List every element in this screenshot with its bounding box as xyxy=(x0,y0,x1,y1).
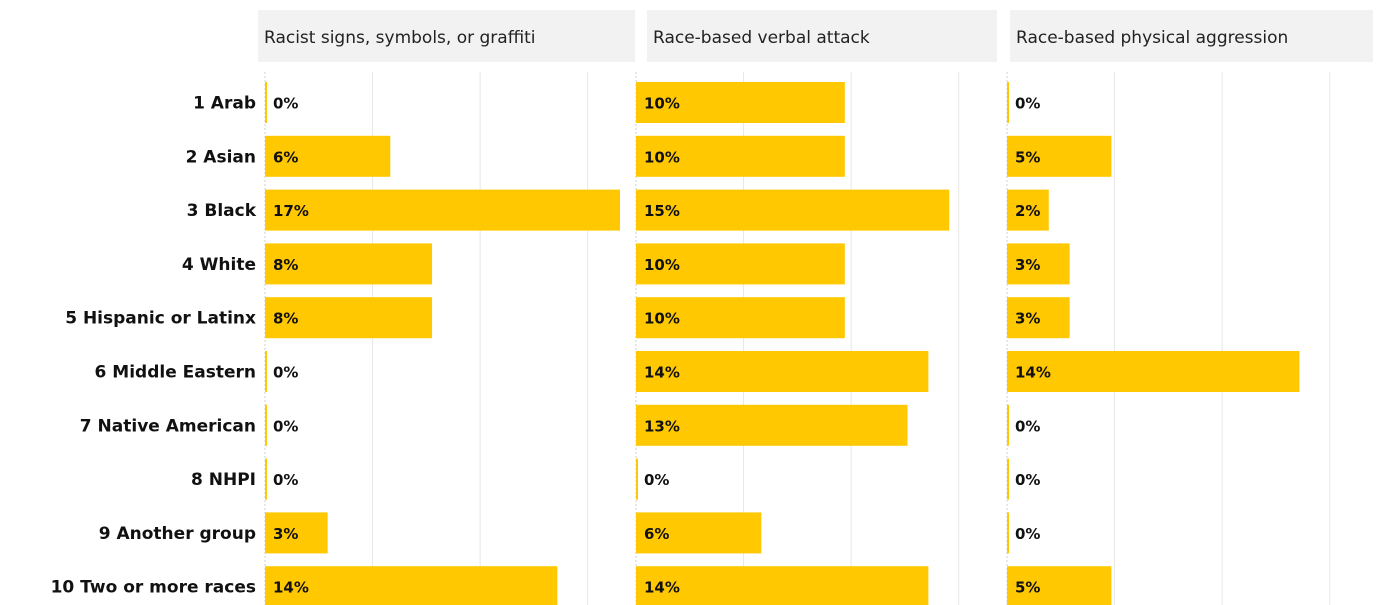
panel-title: Racist signs, symbols, or graffiti xyxy=(264,28,536,48)
bar xyxy=(636,404,908,446)
panel-title-box xyxy=(258,10,635,62)
bar xyxy=(265,243,433,285)
panel-title: Race-based verbal attack xyxy=(653,28,870,48)
data-label: 10% xyxy=(644,310,680,328)
bar xyxy=(1007,566,1112,605)
category-label: 4 White xyxy=(182,255,256,275)
panel-title-box xyxy=(647,10,997,62)
panel-1: Racist signs, symbols, or graffiti 0% 6% 17… xyxy=(258,10,635,605)
data-label: 10% xyxy=(644,95,680,113)
bar xyxy=(636,566,929,605)
panel-2: Race-based verbal attack 10% 10% 15% 10% 10% 1… xyxy=(635,10,997,605)
data-label: 13% xyxy=(644,417,680,435)
category-label: 8 NHPI xyxy=(191,470,256,490)
bar xyxy=(265,404,267,446)
category-label: 7 Native American xyxy=(80,416,256,436)
data-label: 0% xyxy=(1015,525,1040,543)
bar xyxy=(1007,243,1070,285)
panel-3: Race-based physical aggression 0% 5% 2% 3% 3%… xyxy=(1006,10,1373,605)
bar xyxy=(636,243,845,285)
data-label: 0% xyxy=(273,471,298,489)
data-label: 6% xyxy=(644,525,669,543)
data-label: 0% xyxy=(273,364,298,382)
data-label: 6% xyxy=(273,148,298,166)
category-label: 5 Hispanic or Latinx xyxy=(65,309,256,329)
panel-title: Race-based physical aggression xyxy=(1016,28,1288,48)
bar xyxy=(1007,82,1009,123)
bar xyxy=(265,297,433,339)
data-label: 0% xyxy=(1015,95,1040,113)
data-label: 5% xyxy=(1015,579,1040,597)
bar xyxy=(636,189,950,231)
bar xyxy=(265,566,558,605)
bar xyxy=(1007,512,1009,554)
bar xyxy=(636,82,845,123)
bar xyxy=(265,189,620,231)
data-label: 14% xyxy=(644,579,680,597)
bar xyxy=(636,458,638,500)
data-label: 14% xyxy=(644,364,680,382)
data-label: 3% xyxy=(273,525,298,543)
bar xyxy=(265,82,267,123)
category-label: 6 Middle Eastern xyxy=(95,363,256,383)
bar xyxy=(1007,135,1112,177)
data-label: 0% xyxy=(1015,417,1040,435)
bar xyxy=(1007,297,1070,339)
bar xyxy=(1007,189,1049,231)
category-label: 3 Black xyxy=(187,201,257,221)
category-label: 1 Arab xyxy=(193,94,256,114)
data-label: 0% xyxy=(273,95,298,113)
data-label: 15% xyxy=(644,202,680,220)
category-axis: 1 Arab 2 Asian 3 Black 4 White 5 Hispanic or… xyxy=(51,94,257,598)
category-label: 9 Another group xyxy=(99,524,256,544)
bar xyxy=(1007,351,1300,392)
bar xyxy=(636,512,762,554)
category-label: 10 Two or more races xyxy=(51,578,256,598)
bar xyxy=(265,458,267,500)
data-label: 0% xyxy=(273,417,298,435)
panel-title-box xyxy=(1010,10,1373,62)
category-label: 2 Asian xyxy=(186,147,256,167)
data-label: 5% xyxy=(1015,148,1040,166)
data-label: 8% xyxy=(273,310,298,328)
data-label: 2% xyxy=(1015,202,1040,220)
bar xyxy=(265,512,328,554)
bar xyxy=(1007,404,1009,446)
data-label: 3% xyxy=(1015,256,1040,274)
data-label: 14% xyxy=(1015,364,1051,382)
bar xyxy=(636,297,845,339)
bar xyxy=(1007,458,1009,500)
data-label: 0% xyxy=(1015,471,1040,489)
data-label: 0% xyxy=(644,471,669,489)
data-label: 10% xyxy=(644,148,680,166)
bar xyxy=(265,135,391,177)
bar xyxy=(636,351,929,392)
bar xyxy=(265,351,267,392)
data-label: 3% xyxy=(1015,310,1040,328)
bar xyxy=(636,135,845,177)
data-label: 14% xyxy=(273,579,309,597)
data-label: 10% xyxy=(644,256,680,274)
data-label: 17% xyxy=(273,202,309,220)
data-label: 8% xyxy=(273,256,298,274)
